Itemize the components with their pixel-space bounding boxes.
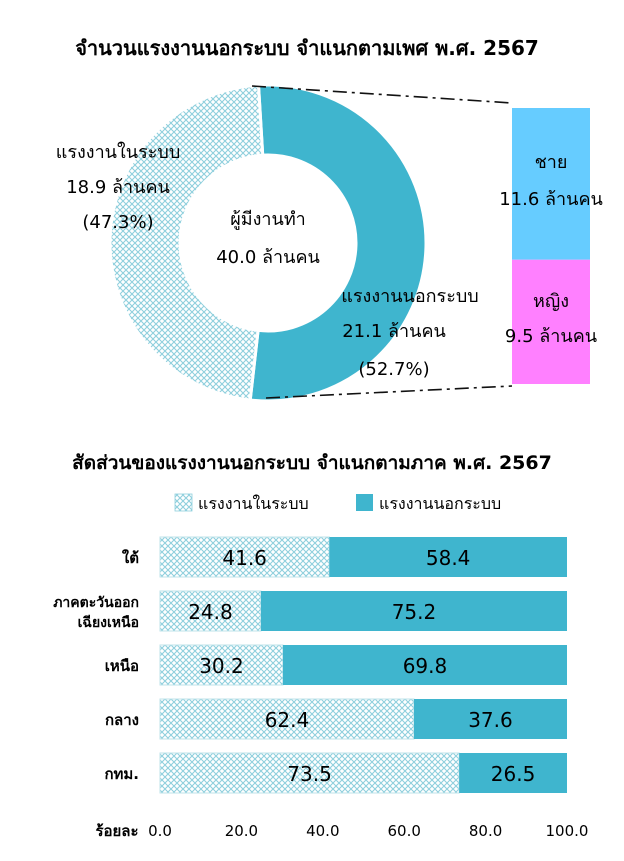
bar-value-label: 62.4 (265, 708, 310, 732)
x-tick-label: 20.0 (225, 822, 258, 840)
gender-breakdown-bar (512, 108, 590, 384)
legend-label-informal: แรงงานนอกระบบ (379, 494, 501, 513)
category-label: เฉียงเหนือ (78, 615, 139, 631)
connector-top (251, 85, 513, 104)
bar-value-label: 75.2 (392, 600, 437, 624)
x-tick-label: 100.0 (546, 822, 589, 840)
bar-segment-informal (459, 753, 567, 793)
breakdown-label-male: ชาย (535, 152, 568, 173)
bar-value-label: 58.4 (426, 546, 471, 570)
donut-slice-formal (108, 83, 265, 402)
bar-segment-informal (260, 591, 567, 631)
bar-segment-formal (159, 752, 460, 794)
donut-title: จำนวนแรงงานนอกระบบ จำแนกตามเพศ พ.ศ. 2567 (75, 36, 539, 60)
bar-segment-informal (329, 537, 567, 577)
bar-segment-informal (282, 645, 567, 685)
bar-value-label: 73.5 (287, 762, 332, 786)
slice-value-informal: 21.1 ล้านคน (342, 321, 446, 342)
donut-center-label-line2: 40.0 ล้านคน (216, 247, 320, 268)
bar-value-label: 69.8 (403, 654, 448, 678)
x-tick-label: 40.0 (306, 822, 339, 840)
bar-segment-formal (159, 536, 330, 578)
donut-chart (108, 83, 428, 403)
x-tick-label: 80.0 (469, 822, 502, 840)
slice-label-formal: แรงงานในระบบ (56, 141, 181, 163)
donut-center-label-line1: ผู้มีงานทำ (230, 209, 306, 230)
slice-value-formal: 18.9 ล้านคน (66, 177, 170, 198)
slice-percent-informal: (52.7%) (358, 359, 429, 380)
category-label: ภาคตะวันออก (53, 595, 139, 611)
bar-value-label: 41.6 (222, 546, 267, 570)
category-label: กทม. (104, 765, 139, 783)
breakdown-value-female: 9.5 ล้านคน (505, 326, 597, 347)
legend-swatch-informal (356, 494, 373, 511)
bar-chart-title: สัดส่วนของแรงงานนอกระบบ จำแนกตามภาค พ.ศ.… (72, 452, 552, 474)
bar-segment-informal (413, 699, 567, 739)
slice-percent-formal: (47.3%) (82, 212, 153, 233)
donut-slice-informal (248, 83, 428, 403)
bar-value-label: 30.2 (199, 654, 244, 678)
x-tick-label: 0.0 (148, 822, 172, 840)
category-label: เหนือ (105, 657, 139, 675)
x-tick-label: 60.0 (387, 822, 420, 840)
bar-segment-formal (159, 698, 415, 740)
category-label: กลาง (105, 711, 139, 729)
breakdown-segment-female (512, 259, 590, 384)
bar-segment-formal (159, 590, 262, 632)
bar-value-label: 37.6 (468, 708, 513, 732)
breakdown-label-female: หญิง (533, 291, 569, 312)
bar-value-label: 24.8 (188, 600, 233, 624)
slice-label-informal: แรงงานนอกระบบ (341, 286, 478, 307)
x-axis-ticks: 0.0 20.0 40.0 60.0 80.0 100.0 (148, 822, 588, 840)
breakdown-segment-male (512, 108, 590, 260)
bar-value-label: 26.5 (491, 762, 536, 786)
legend-label-formal: แรงงานในระบบ (198, 494, 309, 513)
breakdown-value-male: 11.6 ล้านคน (499, 189, 603, 210)
legend-swatch-formal (174, 493, 193, 512)
category-label: ใต้ (122, 549, 139, 567)
x-axis-label: ร้อยละ (95, 822, 138, 840)
